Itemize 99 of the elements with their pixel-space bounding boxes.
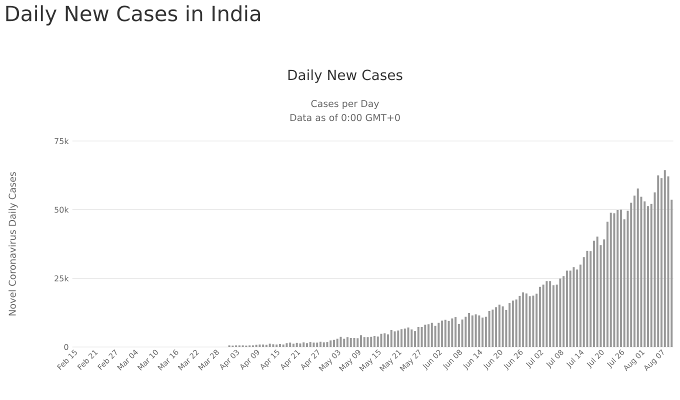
bar [546, 281, 548, 347]
bar [350, 338, 352, 347]
bar [306, 343, 308, 347]
bar [525, 293, 528, 347]
bar [515, 299, 518, 347]
bar [528, 296, 531, 347]
bar [424, 324, 426, 347]
bar [482, 318, 484, 347]
bar [292, 344, 294, 347]
bar [309, 342, 312, 347]
bar [319, 342, 322, 347]
bar [596, 236, 598, 347]
bar [343, 338, 346, 347]
bar [289, 342, 292, 347]
bar [448, 320, 450, 347]
bar [296, 342, 298, 347]
bar [299, 343, 302, 347]
bar [394, 331, 396, 347]
bar [387, 334, 390, 347]
bar [512, 300, 514, 347]
bar [636, 188, 639, 347]
bar [620, 210, 622, 347]
bar [278, 344, 281, 347]
bar [610, 212, 612, 347]
bar [444, 320, 446, 347]
bar [360, 335, 362, 347]
bar [522, 292, 524, 347]
bar [322, 342, 325, 347]
bar [417, 326, 420, 347]
bar [471, 315, 474, 347]
bar [468, 312, 470, 347]
bar [492, 310, 494, 347]
bar [559, 278, 562, 347]
bar [356, 338, 359, 347]
bar [434, 326, 436, 347]
bar [451, 318, 454, 347]
bar [454, 317, 457, 347]
text: Data as of 0:00 GMT+0 [290, 114, 400, 122]
bar [332, 340, 335, 347]
bar [549, 281, 552, 347]
bar [552, 285, 554, 347]
bar [508, 303, 511, 347]
bar [370, 336, 372, 347]
bar [414, 331, 416, 347]
bar [569, 270, 572, 347]
bar [502, 306, 504, 347]
bar [272, 344, 274, 347]
chart-title: Daily New Cases [288, 69, 402, 83]
bar [366, 337, 369, 347]
chart-subtitle: Cases per Day [311, 100, 379, 109]
bar [376, 336, 379, 347]
bar [644, 201, 646, 347]
bar [478, 315, 480, 347]
text: Daily New Cases in India [6, 5, 260, 26]
bar [542, 284, 544, 347]
bar [488, 311, 490, 347]
bar [474, 314, 477, 347]
bar [657, 175, 660, 347]
bar [268, 344, 271, 347]
bar [400, 329, 403, 347]
bar [286, 343, 288, 347]
bar [464, 316, 467, 347]
bar [340, 336, 342, 347]
bar [336, 338, 338, 347]
bar [312, 342, 315, 347]
bar [326, 342, 328, 347]
bar [461, 320, 464, 347]
bar [586, 250, 588, 347]
bar [613, 213, 616, 347]
bar [410, 329, 413, 347]
bar [572, 267, 575, 347]
bar [390, 330, 392, 347]
bar [518, 296, 521, 347]
bar [397, 330, 400, 347]
bar [498, 304, 500, 347]
bar [616, 210, 619, 347]
bar [384, 333, 386, 347]
bar [380, 334, 382, 347]
bar [430, 322, 433, 347]
bar [664, 170, 666, 347]
bar [532, 296, 534, 347]
bar [592, 240, 595, 347]
bar [302, 342, 305, 347]
bar [404, 328, 406, 347]
bar [566, 270, 568, 347]
bar [353, 338, 356, 347]
bar [346, 337, 348, 347]
bar [538, 286, 541, 347]
bar [438, 322, 440, 347]
bar [407, 328, 410, 347]
bar [363, 337, 366, 347]
bar [441, 320, 444, 347]
bar [316, 342, 318, 347]
bar [495, 307, 498, 347]
bar [420, 326, 423, 347]
bar [330, 340, 332, 347]
bar [428, 324, 430, 347]
y-axis-title: Novel Coronavirus Daily Cases [8, 172, 18, 316]
bar [374, 336, 376, 347]
